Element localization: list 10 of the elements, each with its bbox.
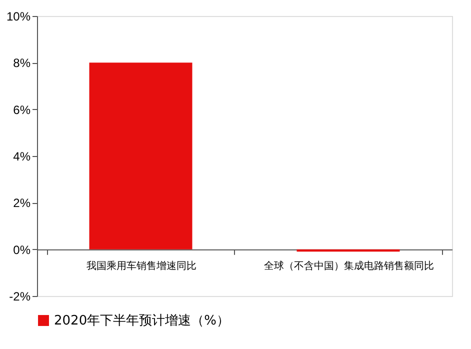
y-tick-label: 2% [13,196,31,210]
y-tick-label: 4% [13,150,31,164]
legend-label: 2020年下半年预计增速（%） [54,314,230,328]
y-tick-label: 8% [13,56,31,70]
x-tick-label: 我国乘用车销售增速同比 [86,260,196,272]
y-tick-label: 0% [13,242,31,257]
y-tick-label: -2% [9,290,31,304]
y-tick-label: 10% [6,10,31,24]
y-tick-label: 6% [13,102,31,117]
x-tick-label: 全球（不含中国）集成电路销售额同比 [264,260,434,272]
